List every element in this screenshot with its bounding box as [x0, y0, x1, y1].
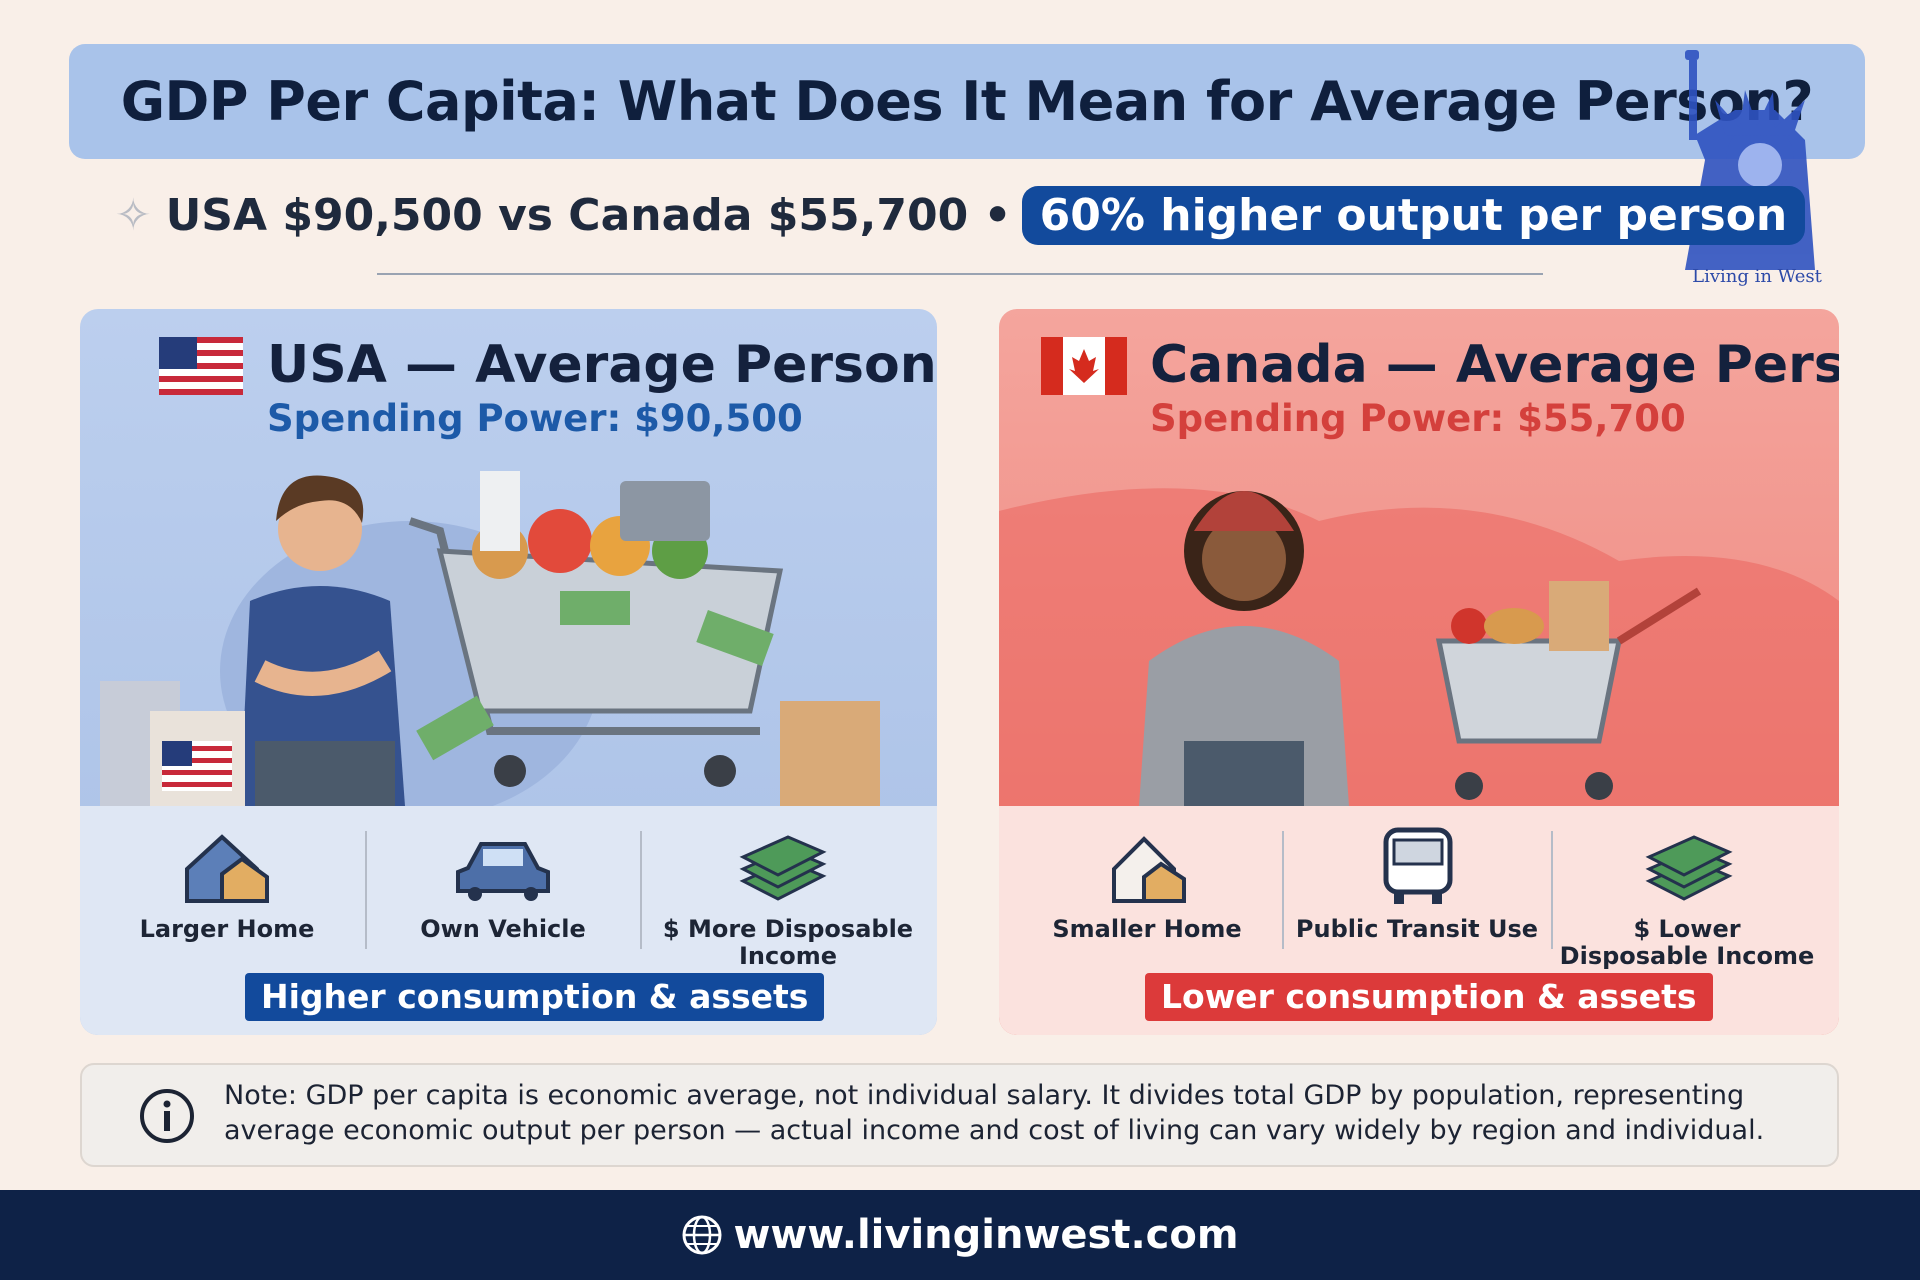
icon-bus [1383, 827, 1453, 904]
footer [0, 1190, 1920, 1280]
feature-label: $ More Disposable Income [662, 915, 914, 970]
canada-heading: Canada — Average Person [1150, 335, 1839, 395]
title: GDP Per Capita: What Does It Mean for Av… [120, 70, 1814, 133]
feature-label: Smaller Home [1052, 915, 1242, 943]
canada-features: Smaller Home Public Transit Use $ Lower … [999, 806, 1839, 1035]
usa-heading: USA — Average Person [267, 335, 937, 395]
icon-house [1112, 836, 1186, 903]
separator [1282, 831, 1284, 949]
divider [377, 273, 1543, 275]
footer-url: www.livinginwest.com [0, 1190, 1920, 1280]
icon-car [456, 842, 550, 901]
usa-flag [159, 337, 243, 395]
usa-panel: USA — Average Person Spending Power: $90… [80, 309, 937, 1035]
usa-conclusion: Higher consumption & assets [245, 973, 825, 1021]
usa-spending: Spending Power: $90,500 [267, 397, 803, 440]
canada-flag [1041, 337, 1127, 395]
highlight-pill: 60% higher output per person [1021, 186, 1806, 245]
logo-text: Living in West [1692, 266, 1822, 287]
feature-label: Larger Home [139, 915, 315, 943]
icon-money [739, 835, 827, 901]
icon-money [1645, 835, 1733, 901]
title-bar [69, 44, 1865, 159]
note-box [80, 1063, 1839, 1167]
feature-label: $ Lower Disposable Income [1559, 915, 1815, 970]
sparkle: ✧ [114, 190, 166, 241]
separator [1551, 831, 1553, 949]
icon-house [185, 834, 269, 903]
feature-label: Public Transit Use [1295, 915, 1539, 943]
canada-panel: Canada — Average Person Spending Power: … [999, 309, 1839, 1035]
canada-spending: Spending Power: $55,700 [1150, 397, 1686, 440]
usa-features: Larger Home Own Vehicle $ More Disposabl… [80, 806, 937, 1035]
summary: ✧ USA $90,500 vs Canada $55,700 • 60% hig… [0, 186, 1920, 245]
canada-illustration [999, 488, 1839, 806]
separator [365, 831, 367, 949]
info-icon [140, 1089, 194, 1143]
usa-illustration [100, 471, 880, 806]
comparison: USA $90,500 vs Canada $55,700 • [165, 190, 1012, 241]
url-text: www.livinginwest.com [733, 1212, 1239, 1258]
separator [640, 831, 642, 949]
feature-label: Own Vehicle [420, 915, 586, 943]
note: Note: GDP per capita is economic average… [224, 1080, 1765, 1146]
canada-conclusion: Lower consumption & assets [1145, 973, 1713, 1021]
globe-icon [682, 1215, 722, 1255]
